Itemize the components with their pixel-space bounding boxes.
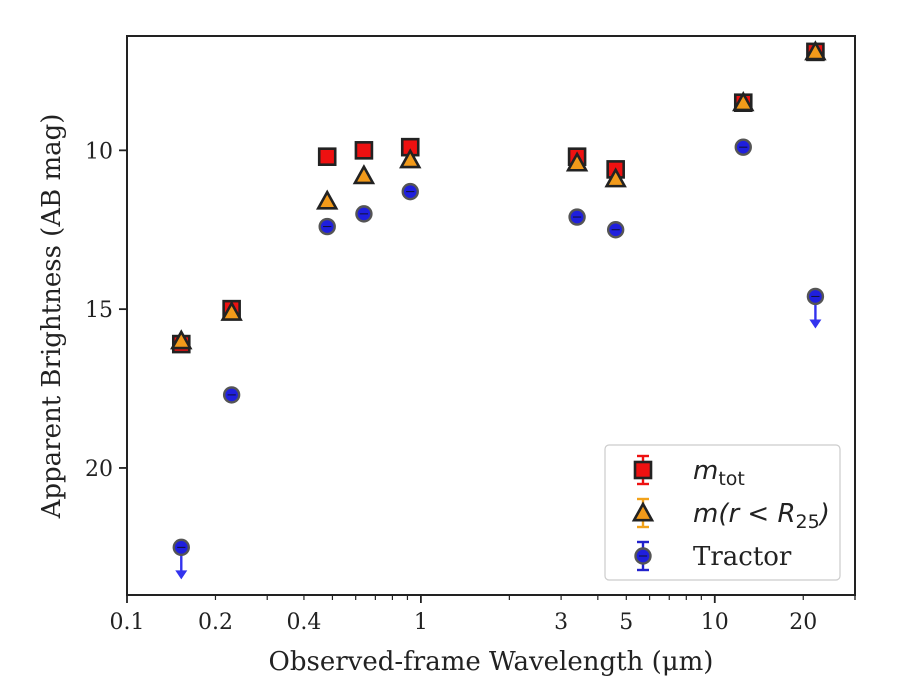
data-point-square	[317, 147, 337, 166]
data-point-triangle	[565, 151, 589, 172]
y-axis-ticks: 10 15 20	[85, 139, 127, 482]
x-axis-ticks: 0.1 0.2 0.4 1 3 5 10 20	[110, 595, 856, 635]
y-axis-label: Apparent Brightness (AB mag)	[37, 114, 67, 520]
x-tick-label: 1	[414, 610, 428, 635]
data-point-triangle	[399, 148, 422, 169]
x-tick-label: 10	[701, 610, 729, 635]
x-tick-label: 0.1	[110, 610, 145, 635]
data-point-triangle	[316, 189, 339, 210]
legend-item: mtot	[633, 454, 745, 490]
upper-limit-arrow-head	[809, 319, 822, 329]
legend-marker-triangle	[631, 501, 655, 522]
legend-label: Tractor	[693, 542, 792, 572]
series-circle	[172, 138, 825, 580]
data-point-triangle	[220, 300, 243, 321]
legend-label: m(r < R25)	[693, 499, 830, 533]
data-point-triangle	[352, 164, 376, 185]
x-tick-label: 20	[789, 610, 817, 635]
data-point-triangle	[604, 167, 627, 188]
series-triangle	[170, 40, 827, 350]
legend-item: Tractor	[634, 540, 792, 572]
upper-limit-arrow-head	[175, 570, 188, 580]
legend-item: m(r < R25)	[631, 497, 830, 533]
data-point-square	[354, 141, 374, 160]
legend-marker-square	[633, 460, 653, 480]
data-point-triangle	[170, 329, 193, 350]
plot-area-frame	[126, 35, 856, 596]
x-tick-label: 0.2	[198, 610, 233, 635]
y-tick-label: 15	[85, 298, 113, 323]
x-tick-label: 3	[554, 610, 568, 635]
legend: mtot m(r < R25) Tractor	[604, 444, 841, 581]
data-point-triangle	[732, 91, 755, 112]
y-tick-label: 20	[85, 457, 113, 482]
x-axis-label: Observed-frame Wavelength (μm)	[269, 647, 714, 677]
y-tick-label: 10	[85, 139, 113, 164]
legend-box	[604, 444, 841, 581]
data-marks	[170, 40, 827, 580]
data-point-triangle	[804, 40, 827, 61]
x-tick-label: 0.4	[286, 610, 321, 635]
x-tick-label: 5	[619, 610, 633, 635]
legend-label: mtot	[693, 456, 745, 490]
